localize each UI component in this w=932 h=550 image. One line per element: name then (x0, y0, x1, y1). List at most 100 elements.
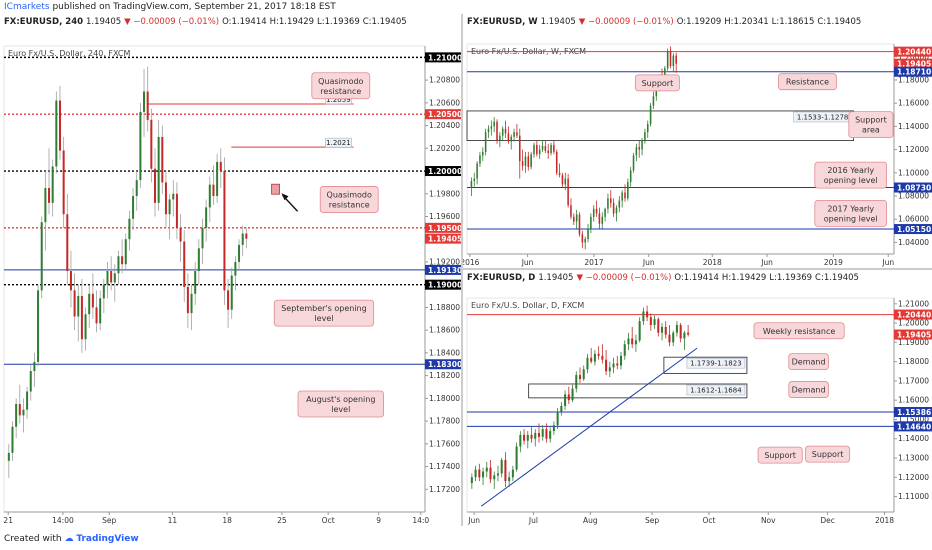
price-tag-label: 1.18710 (897, 68, 931, 77)
candle-body (153, 168, 157, 203)
candle-body (501, 128, 504, 136)
candle-body (143, 91, 146, 112)
candle-body (150, 119, 153, 169)
candle-body (499, 135, 501, 141)
candle-body (11, 426, 14, 453)
x-tick-label: 2019 (824, 258, 843, 267)
candle-body (646, 311, 649, 318)
zone-label-box (686, 384, 746, 396)
last-price: 1.19405 (540, 17, 576, 27)
candle-body (553, 144, 555, 152)
candle-body (619, 355, 623, 366)
high-value: H:1.19429 (269, 17, 315, 27)
price-tag-label: 1.18300 (428, 360, 461, 369)
tradingview-brand[interactable]: TradingView (76, 534, 139, 544)
y-tick-label: 1.18800 (429, 303, 460, 312)
y-tick-label: 1.17200 (429, 485, 460, 494)
candle-body (95, 307, 98, 324)
candle-body (541, 146, 544, 150)
candle-body (601, 216, 604, 224)
candle-body (530, 154, 532, 167)
candle-body (507, 133, 510, 142)
annotation-text: Quasimodo (318, 77, 363, 86)
candle-body (575, 375, 578, 389)
symbol-label: FX:EURUSD, D (467, 273, 536, 283)
panel-weekly[interactable]: FX:EURUSD, W 1.19405 ▼ −0.00009 (−0.01%)… (463, 14, 932, 268)
x-tick-label: Dec (820, 516, 835, 525)
candle-body (227, 290, 230, 310)
candle-body (573, 216, 575, 222)
annotation-text: level (331, 405, 350, 414)
price-tag-box (894, 329, 932, 340)
panel-daily[interactable]: FX:EURUSD, D 1.19405 ▼ −0.00009 (−0.01%)… (463, 270, 932, 526)
y-tick-label: 1.19600 (429, 212, 460, 221)
candle-body (526, 434, 529, 441)
candle-body (496, 473, 499, 476)
candle-body (597, 353, 600, 356)
candle-body (652, 96, 655, 106)
candle-body (99, 298, 102, 324)
high-value: H:1.19429 (721, 273, 767, 283)
candle-body (586, 357, 589, 370)
x-tick-label: 2017 (584, 258, 603, 267)
open-value: O:1.19414 (674, 273, 719, 283)
price-tag-label: 1.14640 (897, 422, 931, 431)
y-tick-label: 1.20000 (898, 319, 929, 328)
chart-daily[interactable]: Euro Fx/U.S. Dollar, D, FXCM 1.21000 1.200… (463, 284, 932, 526)
candle-body (230, 275, 233, 310)
x-tick-label: 18 (222, 516, 232, 525)
annotation-callout (757, 446, 803, 464)
candle-body (621, 192, 623, 201)
candle-body (201, 227, 204, 249)
candle-body (508, 477, 511, 482)
candle-body (669, 50, 672, 67)
chart-h4[interactable]: Euro Fx/U.S. Dollar, 240, FXCM 1.21000 1.2… (0, 28, 461, 526)
panel-h4[interactable]: FX:EURUSD, 240 1.19405 ▼ −0.00009 (−0.01… (0, 14, 461, 526)
price-tag-box (894, 58, 932, 69)
candle-body (564, 178, 567, 185)
y-tick-label: 1.15000 (898, 415, 929, 424)
candle-body (578, 214, 581, 235)
candle-body (627, 182, 629, 199)
candle-body (216, 161, 219, 197)
created-with-label: Created with (4, 534, 62, 544)
x-tick-label: Jun (881, 258, 894, 267)
y-tick-label: 1.06000 (898, 215, 929, 224)
candle-body (241, 233, 244, 245)
candle-body (524, 156, 527, 166)
candle-body (561, 175, 564, 185)
candle-body (590, 216, 592, 229)
y-tick-label: 1.16000 (898, 99, 929, 108)
price-tag-box (894, 66, 932, 77)
quasimodo-label: 1.2059 (326, 96, 351, 104)
candle-body (598, 213, 601, 224)
candle-body (40, 222, 43, 291)
high-value: H:1.20341 (724, 17, 769, 27)
y-tick-label: 1.11000 (898, 492, 929, 501)
price-tag-label: 1.19500 (428, 224, 461, 233)
candle-body (558, 172, 561, 176)
candle-body (519, 434, 522, 447)
price-tag-box (425, 166, 461, 177)
candle-body (567, 394, 570, 401)
candle-body (571, 388, 574, 401)
candle-body (660, 326, 664, 333)
annotation-text: Resistance (786, 78, 829, 87)
annotation-text: Quasimodo (327, 190, 372, 199)
candle-body (102, 284, 105, 299)
plot-area (3, 45, 426, 513)
candle-body (595, 208, 598, 214)
candle-body (487, 128, 490, 133)
panel-daily-header: FX:EURUSD, D 1.19405 ▼ −0.00009 (−0.01%)… (467, 272, 859, 284)
candle-body (234, 261, 237, 276)
candle-body (194, 271, 197, 294)
zone-box (528, 383, 748, 399)
price-tag-label: 1.19405 (897, 60, 931, 69)
y-tick-label: 1.19800 (429, 189, 460, 198)
candle-body (687, 332, 690, 335)
chart-weekly[interactable]: Euro Fx/U.S. Dollar, W, FXCM1.200001.180… (463, 28, 932, 268)
candle-body (544, 146, 547, 151)
author-link[interactable]: ICmarkets (4, 2, 50, 12)
candle-body (560, 405, 563, 412)
annotation-text: Weekly resistance (763, 327, 836, 336)
